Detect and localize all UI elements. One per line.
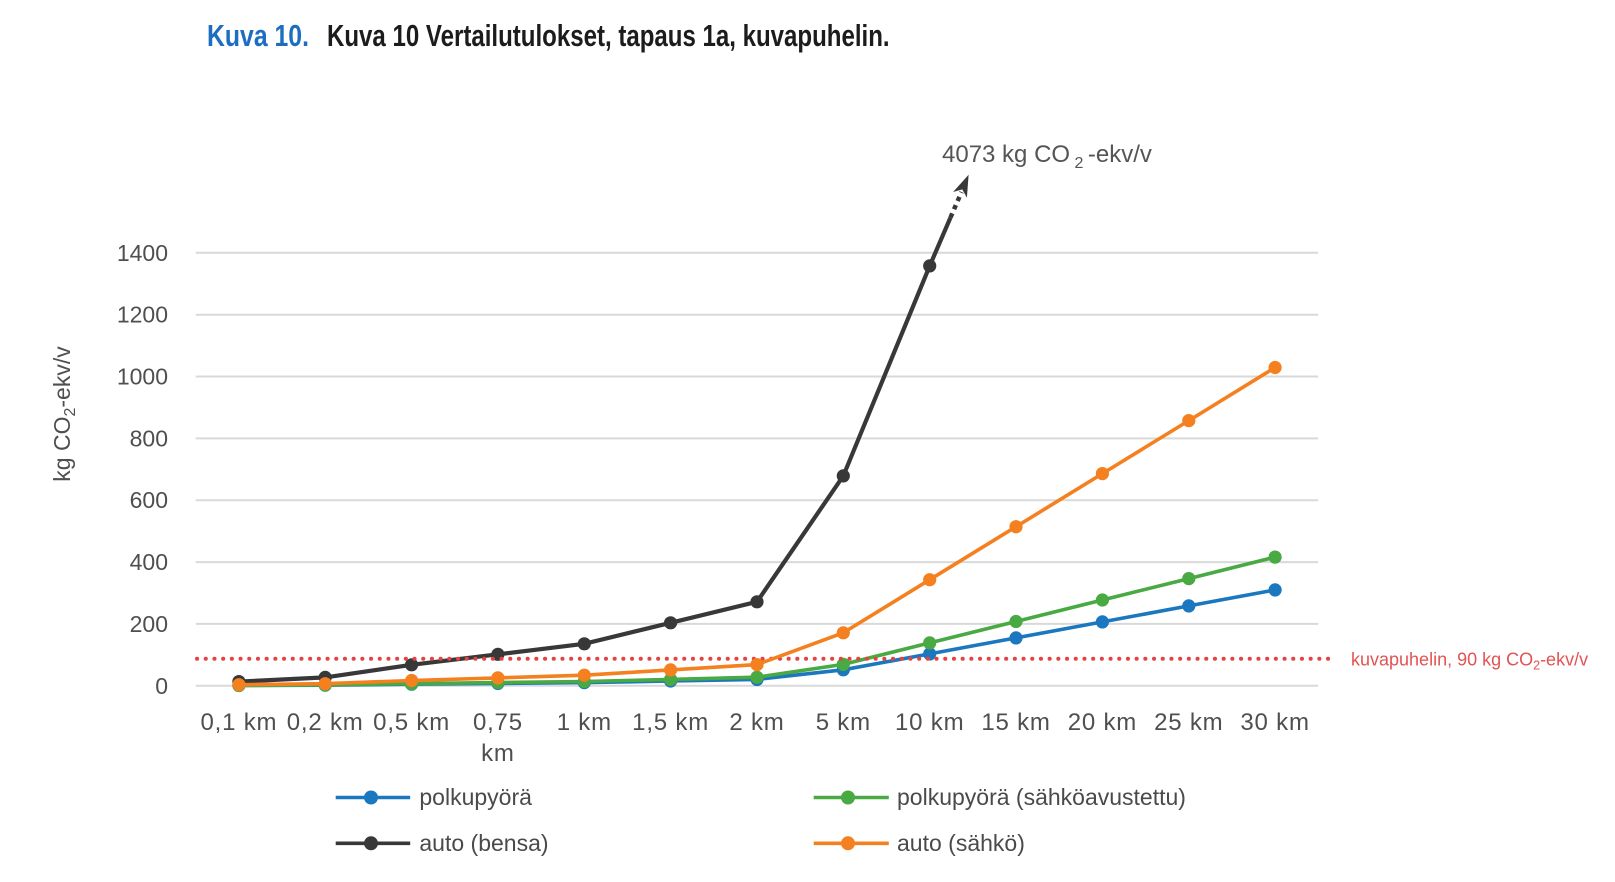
- svg-text:1200: 1200: [117, 302, 168, 328]
- svg-text:30 km: 30 km: [1240, 709, 1309, 736]
- svg-text:1,5 km: 1,5 km: [632, 709, 709, 736]
- svg-text:800: 800: [130, 425, 168, 451]
- svg-text:auto (sähkö): auto (sähkö): [897, 830, 1025, 856]
- svg-text:kuvapuhelin, 90 kg CO2-ekv/v: kuvapuhelin, 90 kg CO2-ekv/v: [1351, 650, 1588, 673]
- svg-text:25 km: 25 km: [1154, 709, 1223, 736]
- svg-text:0,5 km: 0,5 km: [373, 709, 450, 736]
- svg-text:600: 600: [130, 487, 168, 513]
- svg-text:20 km: 20 km: [1068, 709, 1137, 736]
- svg-text:auto (bensa): auto (bensa): [419, 830, 548, 856]
- svg-text:0,2 km: 0,2 km: [287, 709, 364, 736]
- svg-text:10 km: 10 km: [895, 709, 964, 736]
- svg-text:200: 200: [130, 611, 168, 637]
- svg-text:0: 0: [155, 673, 168, 699]
- svg-text:0,75: 0,75: [473, 709, 523, 736]
- svg-text:Kuva 10.: Kuva 10.: [207, 18, 309, 52]
- svg-text:2 km: 2 km: [729, 709, 784, 736]
- svg-text:km: km: [481, 740, 515, 767]
- svg-text:1 km: 1 km: [557, 709, 612, 736]
- svg-text:1000: 1000: [117, 364, 168, 390]
- svg-text:1400: 1400: [117, 240, 168, 266]
- svg-text:4073 kg CO 2 -ekv/v: 4073 kg CO 2 -ekv/v: [942, 141, 1152, 172]
- svg-text:5 km: 5 km: [816, 709, 871, 736]
- svg-text:polkupyörä: polkupyörä: [419, 784, 532, 810]
- svg-text:400: 400: [130, 549, 168, 575]
- svg-text:Kuva 10 Vertailutulokset, tapa: Kuva 10 Vertailutulokset, tapaus 1a, kuv…: [327, 18, 890, 53]
- svg-text:15 km: 15 km: [981, 709, 1050, 736]
- svg-text:0,1 km: 0,1 km: [200, 709, 277, 736]
- svg-text:polkupyörä (sähköavustettu): polkupyörä (sähköavustettu): [897, 784, 1186, 810]
